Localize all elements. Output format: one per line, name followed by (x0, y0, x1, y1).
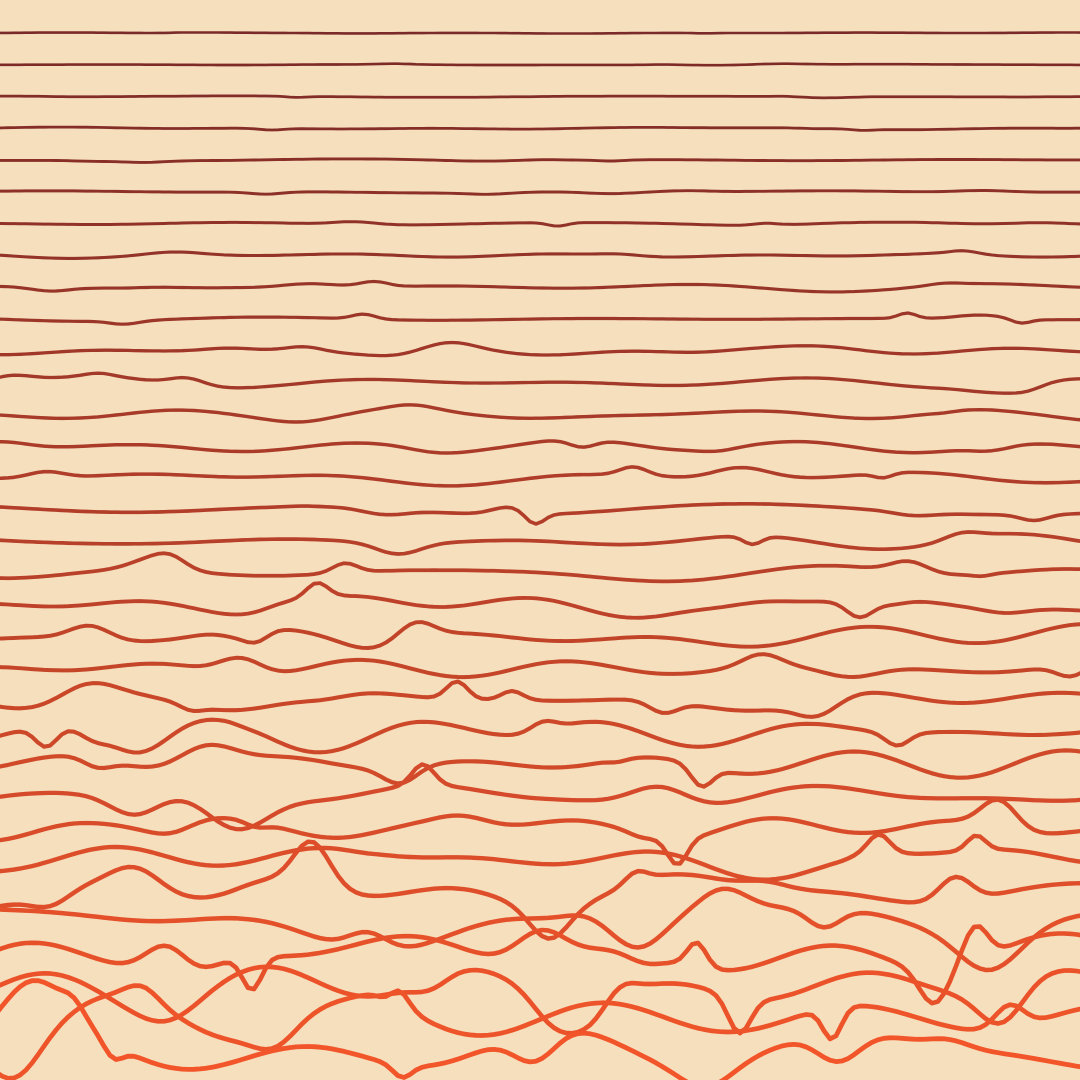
wavy-line (0, 679, 1080, 719)
wavy-line (0, 220, 1080, 228)
wavy-line (0, 501, 1080, 526)
wavy-line (0, 403, 1080, 424)
wavy-line (0, 530, 1080, 556)
wavy-line (0, 94, 1080, 100)
wavy-line (0, 311, 1080, 326)
wavy-line (0, 924, 1080, 1006)
wavy-line (0, 964, 1080, 1036)
wavy-line (0, 717, 1080, 755)
wavy-line (0, 581, 1080, 620)
wavy-line (0, 439, 1080, 455)
wavy-line (0, 551, 1080, 584)
wavy-line (0, 886, 1080, 973)
wavy-line (0, 157, 1080, 164)
wavy-line (0, 978, 1080, 1080)
wavy-line (0, 797, 1080, 866)
wavy-line (0, 839, 1080, 941)
wavy-line (0, 983, 1080, 1080)
wavy-line (0, 249, 1080, 260)
wavy-line (0, 832, 1080, 882)
wavy-line (0, 465, 1080, 488)
wavy-line (0, 652, 1080, 680)
wavy-line (0, 125, 1080, 132)
wavy-line (0, 340, 1080, 358)
wavy-line (0, 762, 1080, 832)
wavy-lines-group (0, 31, 1080, 1080)
wavy-line (0, 371, 1080, 395)
wavy-line (0, 742, 1080, 789)
wavy-line (0, 279, 1080, 294)
wavy-line (0, 31, 1080, 35)
wavy-line (0, 62, 1080, 67)
wavy-line (0, 620, 1080, 650)
wavy-line (0, 189, 1080, 196)
